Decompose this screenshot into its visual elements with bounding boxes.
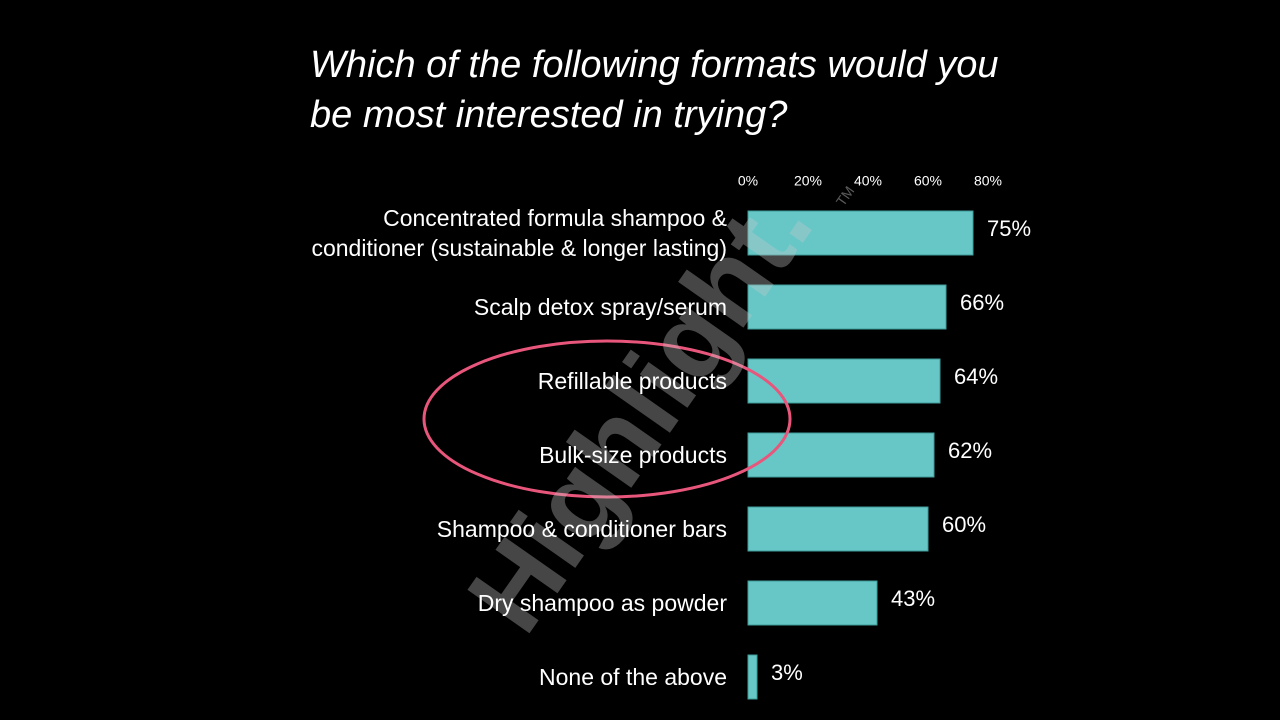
category-label: Shampoo & conditioner bars: [436, 516, 727, 542]
category-label: Refillable products: [537, 368, 727, 394]
value-label: 43%: [891, 586, 935, 611]
value-label: 3%: [771, 660, 803, 685]
x-tick-label: 20%: [794, 173, 822, 189]
value-label: 66%: [960, 290, 1004, 315]
x-tick-label: 0%: [738, 173, 758, 189]
x-tick-label: 60%: [914, 173, 942, 189]
bar: [747, 284, 947, 330]
highlight-ellipse: [422, 339, 792, 499]
value-label: 75%: [987, 216, 1031, 241]
category-label: None of the above: [539, 664, 727, 690]
bar: [747, 506, 929, 552]
value-label: 62%: [948, 438, 992, 463]
bar: [747, 210, 974, 256]
bar: [747, 580, 878, 626]
x-tick-label: 40%: [854, 173, 882, 189]
category-label: Bulk-size products: [539, 442, 727, 468]
category-label: Dry shampoo as powder: [477, 590, 727, 616]
x-tick-label: 80%: [974, 173, 1002, 189]
category-label: Concentrated formula shampoo & condition…: [311, 205, 727, 261]
value-label: 60%: [942, 512, 986, 537]
chart-title: Which of the following formats would you…: [310, 44, 999, 136]
bar: [747, 432, 935, 478]
bar: [747, 654, 758, 700]
value-label: 64%: [954, 364, 998, 389]
category-label: Scalp detox spray/serum: [473, 294, 727, 320]
bar: [747, 358, 941, 404]
